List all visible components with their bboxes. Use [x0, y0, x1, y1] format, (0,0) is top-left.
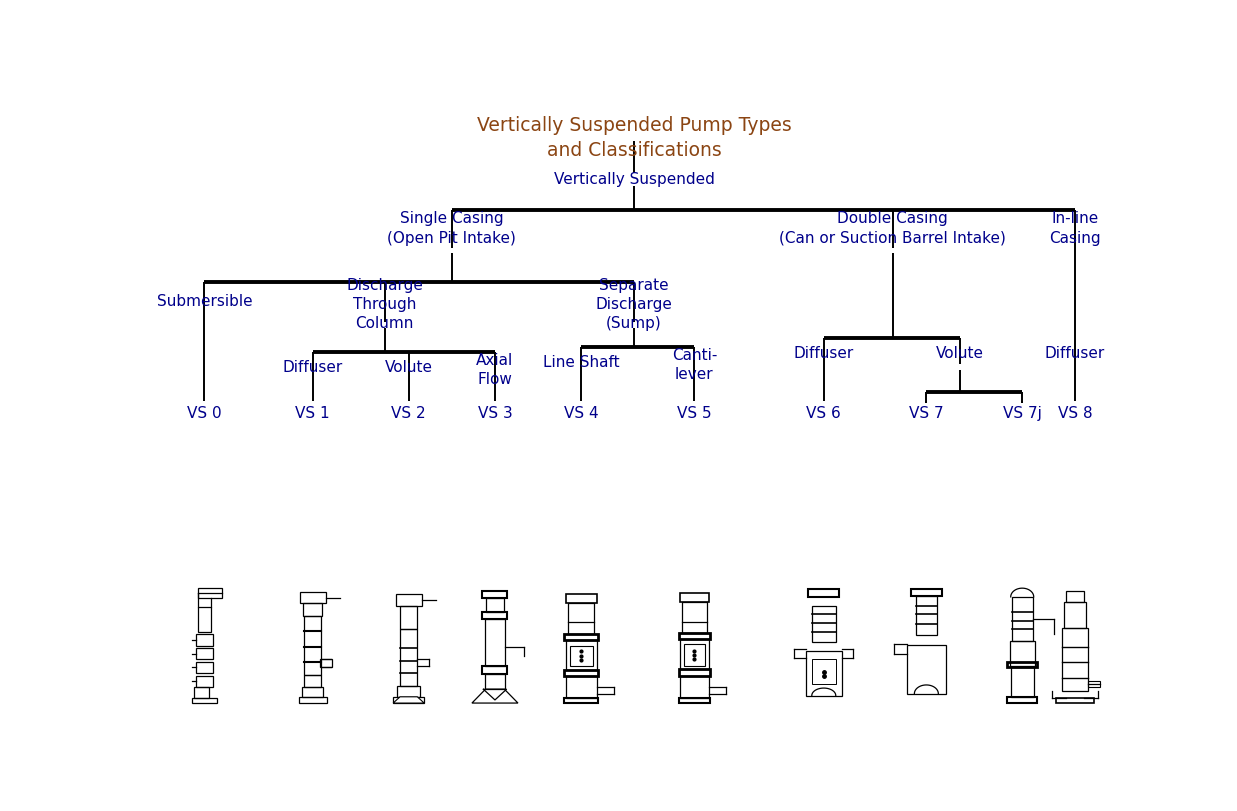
Bar	[1089, 681, 1100, 688]
Bar	[195, 648, 213, 659]
Bar	[1061, 628, 1089, 691]
Text: Double Casing
(Can or Suction Barrel Intake): Double Casing (Can or Suction Barrel Int…	[779, 212, 1006, 246]
Text: Single Casing
(Open Pit Intake): Single Casing (Open Pit Intake)	[387, 212, 516, 246]
Text: VS 3: VS 3	[477, 406, 512, 421]
Bar	[486, 599, 503, 611]
Bar	[680, 676, 709, 698]
Bar	[198, 588, 223, 599]
Text: Diffuser: Diffuser	[794, 345, 854, 361]
Bar	[1065, 590, 1085, 602]
Bar	[194, 687, 209, 698]
Text: VS 5: VS 5	[677, 406, 711, 421]
Bar	[195, 676, 213, 687]
Bar	[564, 670, 599, 676]
Polygon shape	[393, 697, 424, 703]
Bar	[565, 640, 596, 670]
Bar	[482, 666, 507, 674]
Text: VS 2: VS 2	[391, 406, 426, 421]
Bar	[679, 698, 710, 703]
Text: VS 8: VS 8	[1058, 406, 1092, 421]
Bar	[396, 594, 422, 606]
Bar	[393, 697, 424, 703]
Text: Line Shaft: Line Shaft	[543, 354, 620, 370]
Bar	[482, 590, 507, 599]
Bar	[808, 590, 840, 597]
Text: VS 7: VS 7	[909, 406, 944, 421]
Text: Diffuser: Diffuser	[283, 359, 343, 375]
Text: Volute: Volute	[385, 359, 433, 375]
Bar	[303, 603, 323, 616]
Bar	[682, 602, 706, 633]
Bar	[565, 676, 596, 698]
Text: VS 7j: VS 7j	[1003, 406, 1042, 421]
Bar	[564, 698, 599, 703]
Text: Volute: Volute	[936, 345, 983, 361]
Text: Diffuser: Diffuser	[1045, 345, 1105, 361]
Text: Discharge
Through
Column: Discharge Through Column	[346, 278, 423, 332]
Bar	[397, 685, 419, 697]
Text: VS 1: VS 1	[296, 406, 330, 421]
Bar	[907, 645, 945, 693]
Text: Separate
Discharge
(Sump): Separate Discharge (Sump)	[595, 278, 673, 332]
Bar	[811, 606, 836, 642]
Bar	[1064, 602, 1086, 628]
Bar	[570, 646, 593, 666]
Bar	[195, 634, 213, 646]
Bar	[1011, 667, 1034, 697]
Bar	[303, 688, 323, 697]
Text: VS 6: VS 6	[807, 406, 841, 421]
Bar	[811, 659, 836, 684]
Bar	[1009, 641, 1035, 666]
Bar	[565, 594, 596, 603]
Text: In-line
Casing: In-line Casing	[1049, 212, 1101, 246]
Text: Canti-
lever: Canti- lever	[672, 348, 717, 382]
Bar	[320, 659, 332, 667]
Bar	[304, 675, 322, 688]
Bar	[680, 639, 709, 669]
Bar	[680, 593, 709, 602]
Bar	[679, 633, 710, 639]
Text: Vertically Suspended Pump Types
and Classifications: Vertically Suspended Pump Types and Clas…	[476, 116, 792, 160]
Bar	[485, 620, 505, 666]
Bar	[1012, 597, 1033, 641]
Bar	[198, 607, 210, 632]
Text: VS 4: VS 4	[564, 406, 599, 421]
Polygon shape	[473, 689, 518, 703]
Bar	[805, 650, 841, 696]
Text: Vertically Suspended: Vertically Suspended	[553, 172, 715, 187]
Bar	[299, 697, 327, 703]
Bar	[684, 645, 705, 666]
Bar	[910, 589, 941, 596]
Bar	[193, 698, 216, 703]
Bar	[1056, 698, 1094, 703]
Text: Submersible: Submersible	[157, 294, 252, 309]
Text: VS 0: VS 0	[187, 406, 221, 421]
Bar	[299, 592, 325, 603]
Text: Axial
Flow: Axial Flow	[476, 353, 513, 388]
Bar	[1007, 662, 1037, 667]
Bar	[400, 606, 417, 629]
Bar	[485, 674, 505, 689]
Bar	[482, 611, 507, 620]
Bar	[195, 662, 213, 673]
Bar	[400, 629, 417, 685]
Bar	[915, 596, 938, 635]
Bar	[1007, 697, 1037, 703]
Bar	[568, 603, 594, 633]
Bar	[304, 616, 322, 675]
Bar	[564, 633, 599, 640]
Bar	[679, 669, 710, 676]
